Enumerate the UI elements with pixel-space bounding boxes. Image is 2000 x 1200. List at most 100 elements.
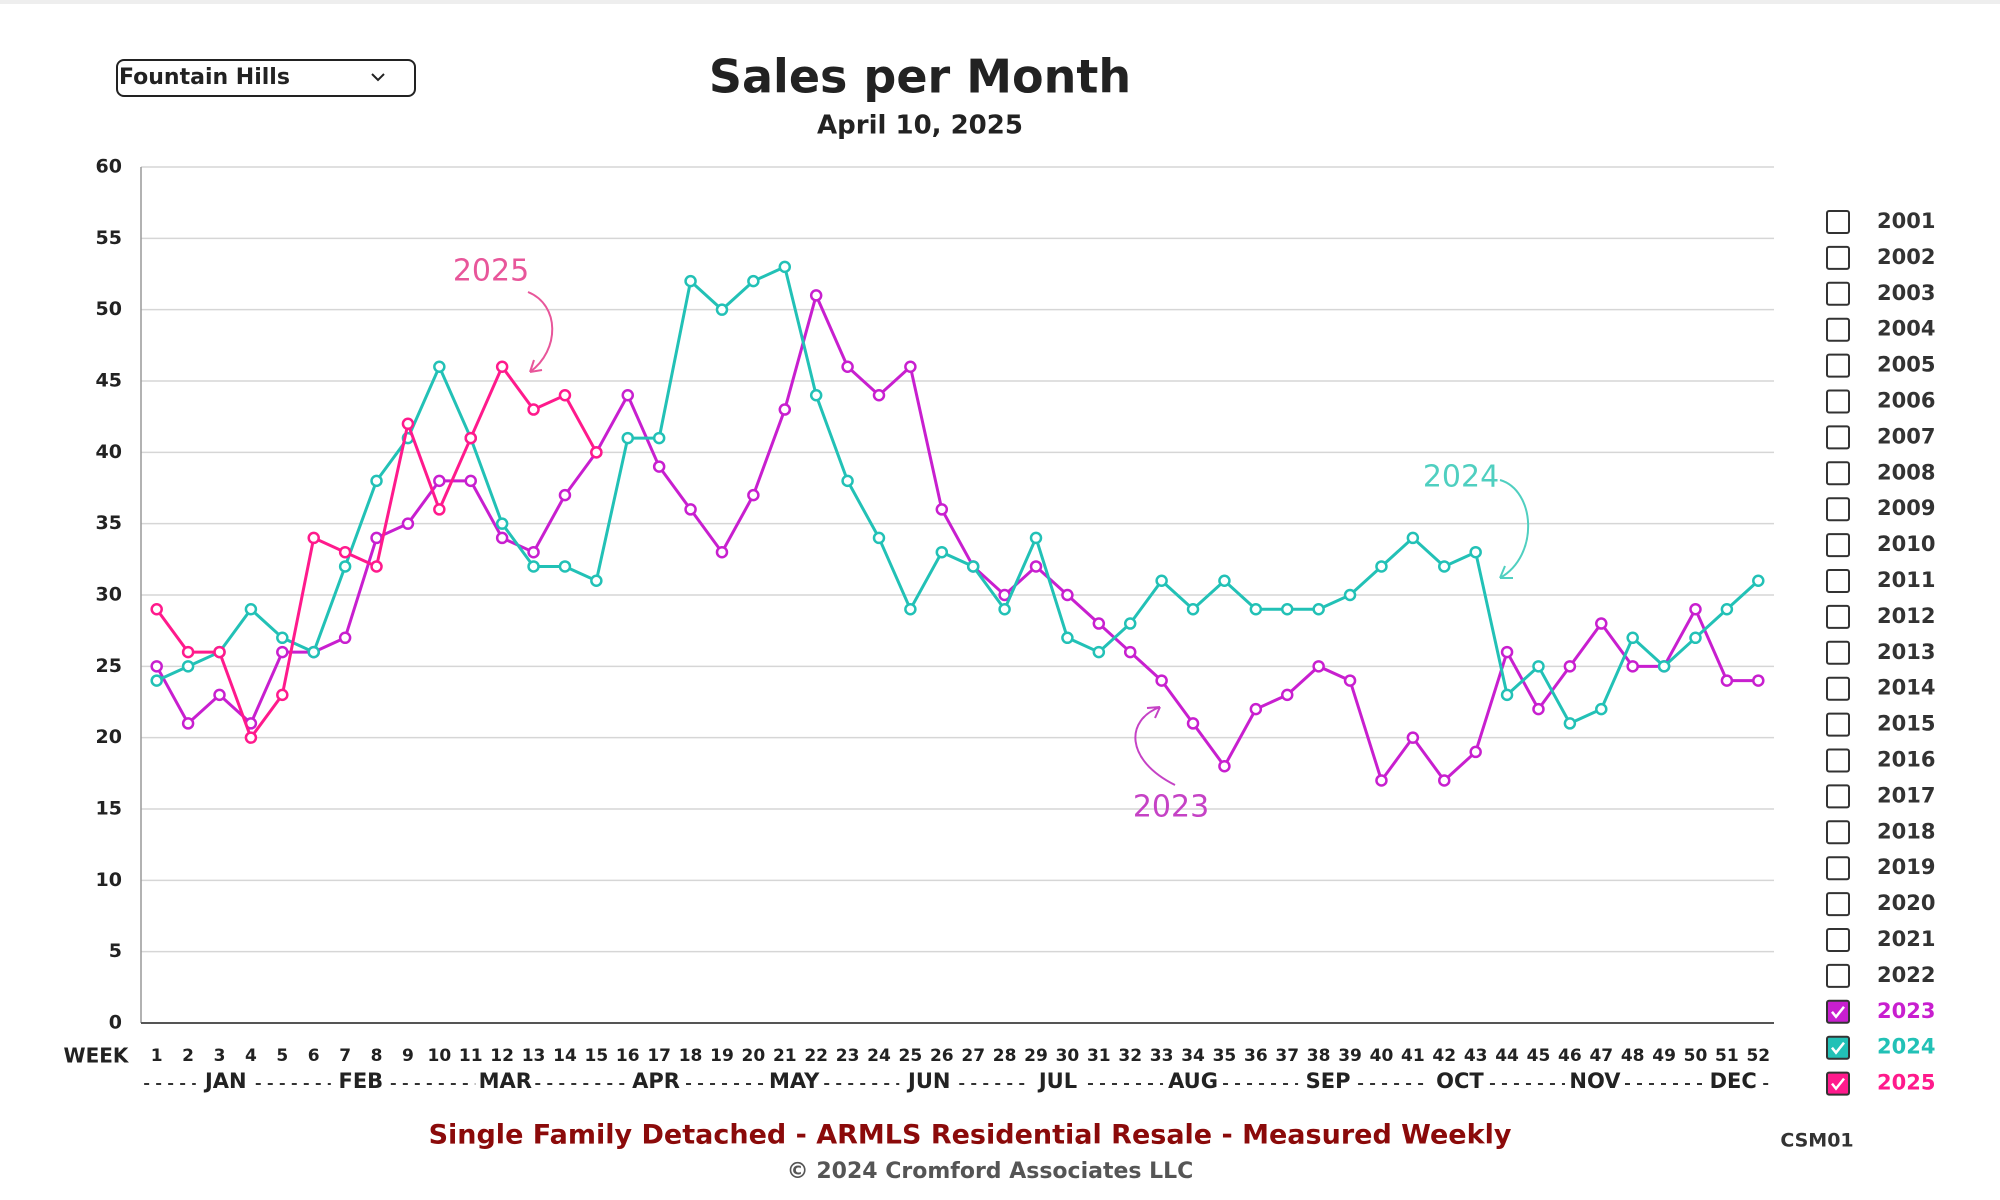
point [935,503,949,516]
point [747,488,760,502]
dropdown-value[interactable]: Fountain Hills [119,65,290,90]
point [244,731,258,744]
x-tick-label: 22 [804,1046,828,1066]
point [1092,617,1106,630]
legend-label[interactable]: 2008 [1877,460,1935,484]
legend-label[interactable]: 2004 [1877,317,1935,341]
month-label: NOV [1569,1069,1621,1093]
legend-label[interactable]: 2023 [1877,999,1935,1023]
x-tick-label: 23 [836,1046,860,1066]
legend-checkbox[interactable] [1826,389,1850,414]
annotation: 2025 [453,254,529,289]
x-tick-label: 35 [1213,1046,1237,1066]
legend-checkbox[interactable] [1826,856,1850,881]
legend-checkbox[interactable] [1826,820,1850,845]
point [1123,617,1137,630]
footer-description: Single Family Detached - ARMLS Residenti… [429,1120,1512,1151]
legend-checkbox[interactable] [1826,353,1850,378]
legend-checkbox[interactable] [1826,963,1850,988]
point [1752,574,1765,587]
legend-label[interactable]: 2011 [1877,568,1935,592]
legend-checkbox[interactable] [1826,640,1850,665]
x-tick-label: 18 [679,1046,703,1066]
legend-label[interactable]: 2005 [1877,353,1935,377]
point [370,560,383,573]
x-axis-label: WEEK [64,1044,130,1068]
legend-checkbox[interactable] [1826,461,1850,486]
x-tick-label: 2 [182,1046,194,1066]
legend-checkbox[interactable] [1826,533,1850,558]
y-tick-label: 0 [109,1012,122,1034]
dropdown[interactable] [116,59,416,97]
legend-checkbox[interactable] [1826,1035,1850,1060]
point [495,517,509,530]
legend-checkbox[interactable] [1826,784,1850,809]
point [527,545,540,559]
y-tick-label: 15 [96,798,122,820]
legend-label[interactable]: 2022 [1877,963,1935,987]
legend-label[interactable]: 2019 [1877,855,1935,879]
legend-label[interactable]: 2016 [1877,748,1935,772]
point [276,631,289,645]
legend-label[interactable]: 2025 [1877,1071,1935,1095]
legend-label[interactable]: 2021 [1877,927,1935,951]
point [1312,603,1325,616]
legend-checkbox[interactable] [1826,245,1850,270]
series-line [156,264,1760,726]
legend-checkbox[interactable] [1826,928,1850,952]
x-tick-label: 20 [742,1046,766,1066]
point [684,503,697,516]
x-tick-label: 28 [993,1046,1017,1066]
legend-checkbox[interactable] [1826,604,1850,629]
point [401,417,415,431]
legend-checkbox[interactable] [1826,892,1850,917]
legend-label[interactable]: 2018 [1877,819,1935,843]
x-tick-label: 14 [553,1046,577,1066]
legend-checkbox[interactable] [1826,1071,1850,1096]
legend-checkbox[interactable] [1826,748,1850,773]
legend-checkbox[interactable] [1826,712,1850,737]
point [809,289,823,302]
legend-label[interactable]: 2009 [1877,496,1935,520]
month-label: MAR [479,1069,532,1093]
point [276,688,289,702]
x-tick-label: 11 [459,1046,483,1066]
point [652,460,666,473]
point [1500,645,1514,659]
x-tick-label: 37 [1275,1046,1299,1066]
legend-checkbox[interactable] [1826,569,1850,593]
legend-label[interactable]: 2017 [1877,783,1935,807]
legend-checkbox[interactable] [1826,999,1850,1024]
legend-label[interactable]: 2002 [1877,245,1935,269]
point [590,446,603,459]
point [464,431,477,445]
x-tick-label: 17 [647,1046,671,1066]
legend-label[interactable]: 2020 [1877,891,1935,915]
legend-checkbox[interactable] [1826,210,1850,234]
x-tick-label: 29 [1024,1046,1048,1066]
legend-checkbox[interactable] [1826,676,1850,701]
point [401,517,415,530]
legend-label[interactable]: 2003 [1877,281,1935,305]
legend-label[interactable]: 2006 [1877,389,1935,413]
legend-label[interactable]: 2010 [1877,532,1935,556]
legend-label[interactable]: 2007 [1877,424,1935,448]
month-label: JUL [1037,1069,1077,1093]
legend-label[interactable]: 2015 [1877,712,1935,736]
legend-checkbox[interactable] [1826,497,1850,522]
point [1375,774,1388,787]
legend-checkbox[interactable] [1826,425,1850,450]
legend-label[interactable]: 2001 [1877,209,1935,233]
legend-label[interactable]: 2013 [1877,640,1935,664]
legend-checkbox[interactable] [1826,281,1850,306]
point [998,603,1011,616]
point [966,560,980,573]
legend-label[interactable]: 2014 [1877,676,1935,700]
point [181,660,195,673]
legend-label[interactable]: 2012 [1877,604,1935,628]
point [1406,731,1420,744]
legend-checkbox[interactable] [1826,317,1850,342]
x-tick-label: 16 [616,1046,640,1066]
x-tick-label: 32 [1118,1046,1142,1066]
legend-label[interactable]: 2024 [1877,1035,1935,1059]
